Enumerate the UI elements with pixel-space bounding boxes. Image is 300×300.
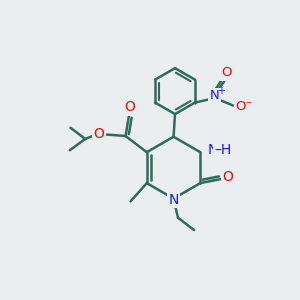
Text: N: N	[168, 193, 179, 207]
Text: O: O	[222, 170, 233, 184]
Text: –: –	[246, 97, 251, 107]
Text: O: O	[94, 127, 104, 141]
Text: O: O	[221, 66, 232, 80]
Text: –H: –H	[215, 143, 232, 157]
Text: O: O	[235, 100, 245, 113]
Text: N: N	[209, 89, 219, 102]
Text: O: O	[124, 100, 135, 114]
Text: N: N	[208, 143, 218, 157]
Text: +: +	[218, 86, 225, 96]
